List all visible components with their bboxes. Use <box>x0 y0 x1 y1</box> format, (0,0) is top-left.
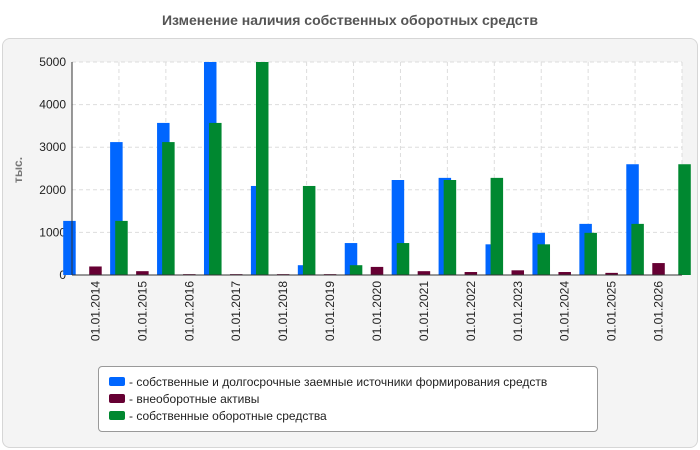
y-axis-label-wrap: тыс. <box>11 157 25 183</box>
y-tick-label: 3000 <box>39 140 66 154</box>
bar-series-3 <box>678 164 691 275</box>
bar-series-2 <box>511 270 525 275</box>
x-tick-label: 01.01.2017 <box>229 281 243 341</box>
bar-series-3 <box>490 177 504 275</box>
chart-legend: - собственные и долгосрочные заемные ист… <box>98 366 598 432</box>
legend-label-working-capital: - собственные оборотные средства <box>129 408 327 423</box>
x-tick-label: 01.01.2016 <box>182 281 196 341</box>
bar-series-3 <box>302 185 316 275</box>
bar-series-3 <box>209 122 222 275</box>
bar-series-2 <box>136 271 149 275</box>
x-tick-label: 01.01.2023 <box>511 281 525 341</box>
bar-series-1 <box>63 220 76 275</box>
legend-item-sources: - собственные и долгосрочные заемные ист… <box>109 373 587 390</box>
bar-series-3 <box>443 180 457 275</box>
y-tick-label: 5000 <box>39 55 66 69</box>
bar-series-3 <box>537 244 551 275</box>
x-tick-label: 01.01.2014 <box>88 281 102 341</box>
x-tick-label: 01.01.2018 <box>276 281 290 341</box>
bar-series-2 <box>370 266 384 275</box>
legend-item-working-capital: - собственные оборотные средства <box>109 407 587 424</box>
legend-label-noncurrent-assets: - внеоборотные активы <box>129 391 260 406</box>
bar-series-3 <box>349 265 363 275</box>
x-tick-label: 01.01.2024 <box>558 281 572 341</box>
x-tick-label: 01.01.2020 <box>370 281 384 341</box>
y-tick-label: 1000 <box>39 225 66 239</box>
x-tick-label: 01.01.2026 <box>652 281 666 341</box>
bar-series-3 <box>631 223 644 275</box>
y-tick-label: 0 <box>59 268 66 282</box>
bar-series-2 <box>558 272 571 275</box>
bar-series-3 <box>396 243 410 275</box>
x-tick-label: 01.01.2015 <box>135 281 149 341</box>
x-tick-label: 01.01.2022 <box>464 281 478 341</box>
bar-series-3 <box>162 142 175 275</box>
chart-title: Изменение наличия собственных оборотных … <box>161 12 539 28</box>
bar-series-2 <box>605 272 618 275</box>
x-tick-label: 01.01.2025 <box>605 281 619 341</box>
bar-series-3 <box>255 62 269 275</box>
y-tick-label: 4000 <box>39 98 66 112</box>
x-tick-label: 01.01.2021 <box>417 281 431 341</box>
legend-item-noncurrent-assets: - внеоборотные активы <box>109 390 587 407</box>
bar-series-2 <box>89 266 102 275</box>
legend-label-sources: - собственные и долгосрочные заемные ист… <box>129 374 548 389</box>
bar-series-2 <box>417 271 431 275</box>
bar-series-3 <box>115 220 128 275</box>
legend-swatch-sources <box>109 377 125 386</box>
bar-series-2 <box>652 263 665 275</box>
legend-swatch-noncurrent-assets <box>109 394 125 403</box>
y-axis-label: тыс. <box>11 157 25 183</box>
x-tick-label: 01.01.2019 <box>323 281 337 341</box>
bar-series-3 <box>584 232 597 275</box>
legend-swatch-working-capital <box>109 411 125 420</box>
bar-series-2 <box>464 272 478 275</box>
y-tick-label: 2000 <box>39 183 66 197</box>
